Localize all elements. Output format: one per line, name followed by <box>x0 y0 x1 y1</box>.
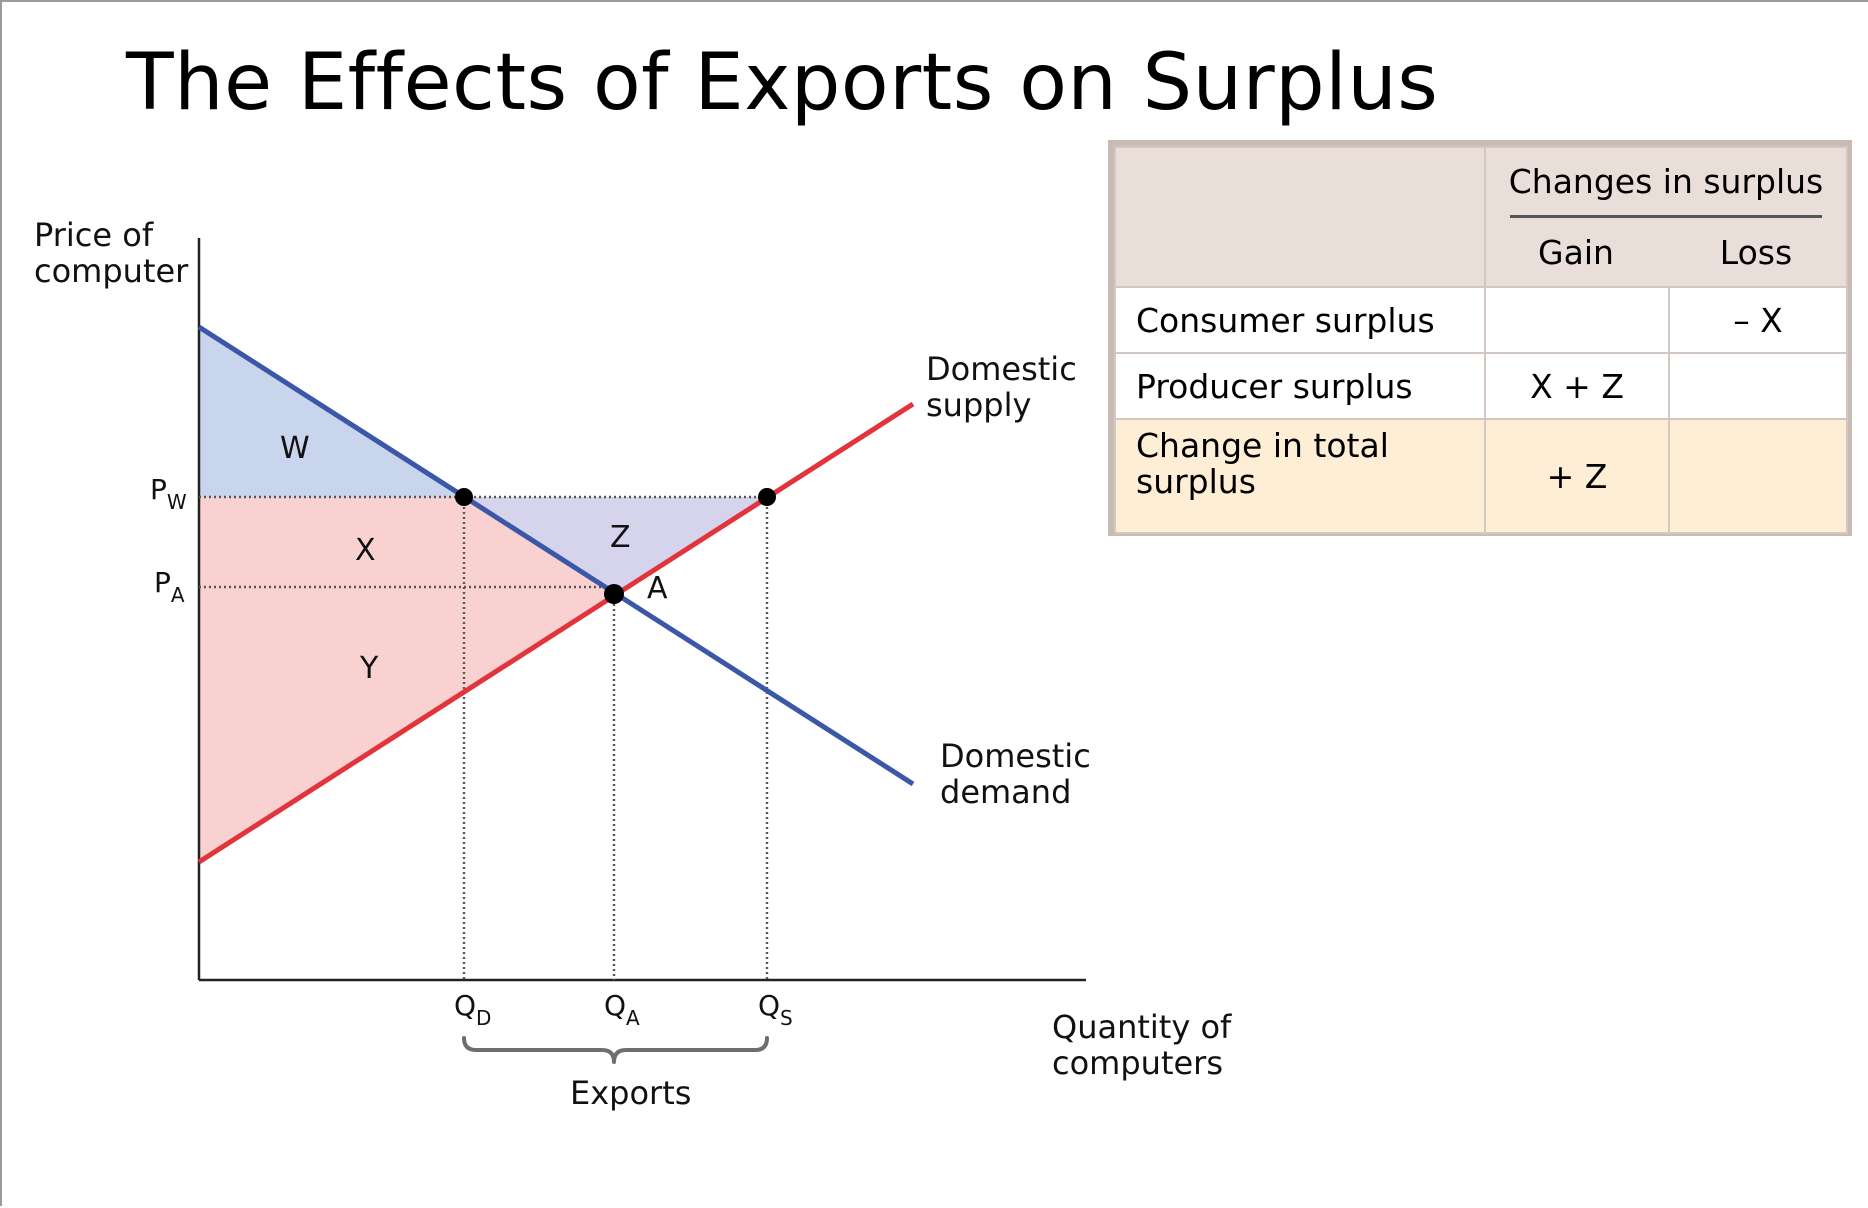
slide-title: The Effects of Exports on Surplus <box>126 38 1439 128</box>
region-y-label: Y <box>359 651 379 686</box>
row-label-total-surplus: Change in total surplus <box>1114 418 1486 534</box>
demand-label-line1: Domestic <box>940 737 1091 775</box>
region-xy-area <box>199 497 614 862</box>
supply-label-line2: supply <box>926 386 1031 424</box>
total-surplus-label-line2: surplus <box>1136 462 1256 501</box>
region-z-label: Z <box>610 520 631 555</box>
table-row: Producer surplus X + Z <box>1114 352 1848 420</box>
point-qd-world <box>455 488 473 506</box>
surplus-changes-table: Changes in surplus Gain Loss Consumer su… <box>1108 140 1852 536</box>
cell-total-loss <box>1668 418 1848 534</box>
tick-autarky-price: PA <box>154 566 185 607</box>
loss-column-header: Loss <box>1719 232 1793 272</box>
table-corner-cell <box>1114 146 1486 288</box>
point-equilibrium-a <box>604 584 624 604</box>
domestic-supply-curve <box>197 401 915 865</box>
header-underline <box>1510 215 1822 218</box>
supply-label-line1: Domestic <box>926 350 1077 388</box>
row-label-consumer-surplus: Consumer surplus <box>1114 286 1486 354</box>
demand-label-line2: demand <box>940 773 1071 811</box>
changes-in-surplus-header: Changes in surplus Gain Loss <box>1484 146 1848 288</box>
tick-world-price: PW <box>150 473 187 514</box>
cell-total-gain: + Z <box>1484 418 1670 534</box>
region-z-area <box>464 497 767 594</box>
row-label-producer-surplus: Producer surplus <box>1114 352 1486 420</box>
region-x-label: X <box>355 533 376 568</box>
tick-qs: QS <box>758 989 793 1030</box>
point-qs-world <box>758 488 776 506</box>
x-axis-label-line1: Quantity of <box>1052 1008 1232 1046</box>
tick-qa: QA <box>604 989 640 1030</box>
x-axis-label-line2: computers <box>1052 1044 1223 1082</box>
equilibrium-a-label: A <box>647 571 668 606</box>
cell-producer-loss <box>1668 352 1848 420</box>
gain-column-header: Gain <box>1538 232 1614 272</box>
cell-consumer-gain <box>1484 286 1670 354</box>
y-axis-label-line2: computer <box>34 252 189 290</box>
exports-label: Exports <box>570 1074 691 1112</box>
changes-in-surplus-title: Changes in surplus <box>1508 162 1824 201</box>
table-row: Consumer surplus – X <box>1114 286 1848 354</box>
cell-consumer-loss: – X <box>1668 286 1848 354</box>
exports-brace <box>462 1036 769 1064</box>
region-w-label: W <box>280 431 310 466</box>
cell-producer-gain: X + Z <box>1484 352 1670 420</box>
y-axis-label-line1: Price of <box>34 216 154 254</box>
total-surplus-label-line1: Change in total <box>1136 426 1389 465</box>
domestic-demand-curve <box>197 324 915 787</box>
table-row: Change in total surplus + Z <box>1114 418 1848 534</box>
tick-qd: QD <box>454 989 491 1030</box>
